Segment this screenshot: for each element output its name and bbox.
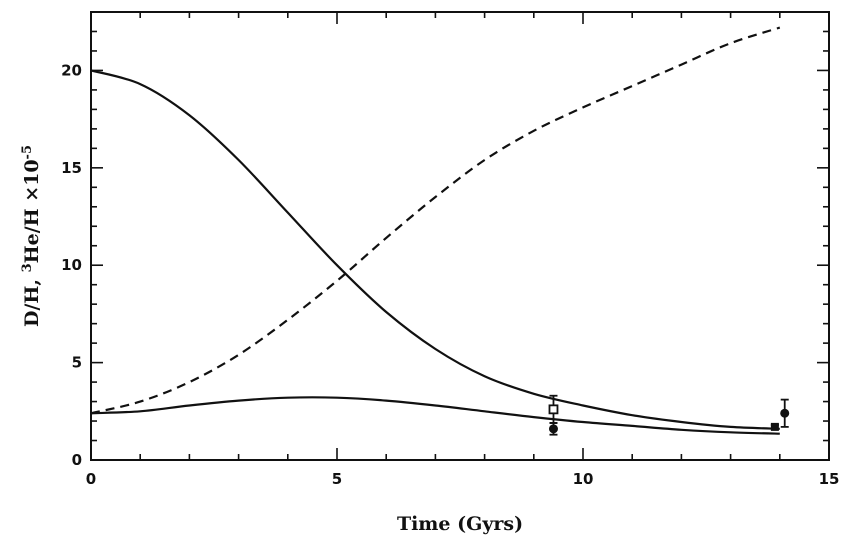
x-tick-label: 0 bbox=[86, 470, 96, 488]
marker-filled-square bbox=[770, 422, 779, 431]
y-tick-label: 5 bbox=[72, 354, 82, 372]
marker-filled-circle bbox=[780, 408, 790, 418]
series-line-1 bbox=[90, 69, 780, 430]
y-axis-label-part: He/H ×10 bbox=[21, 159, 43, 263]
marker-filled-circle bbox=[548, 424, 558, 434]
series-line-3 bbox=[90, 396, 780, 435]
tick-labels: 0 5 10 15 0 5 10 15 20 bbox=[61, 61, 839, 488]
marker-open-square bbox=[548, 404, 559, 415]
data-point bbox=[548, 422, 558, 436]
x-tick-label: 10 bbox=[573, 470, 594, 488]
series-layer bbox=[90, 26, 781, 435]
y-tick-label: 0 bbox=[72, 451, 82, 469]
axis-ticks bbox=[90, 11, 830, 461]
y-axis-label-superscript: -5 bbox=[20, 145, 35, 159]
data-point bbox=[780, 398, 790, 428]
plot-frame bbox=[90, 11, 830, 461]
y-axis-label-part: D/H, bbox=[21, 272, 43, 327]
y-tick-label: 10 bbox=[61, 256, 82, 274]
x-axis-label: Time (Gyrs) bbox=[397, 513, 523, 535]
x-tick-label: 5 bbox=[332, 470, 342, 488]
y-tick-label: 15 bbox=[61, 159, 82, 177]
data-points bbox=[548, 394, 790, 436]
y-tick-label: 20 bbox=[61, 61, 82, 79]
x-tick-label: 15 bbox=[819, 470, 840, 488]
data-point bbox=[770, 422, 779, 431]
series-line-2 bbox=[90, 26, 781, 415]
y-axis-label: D/H, 3He/H ×10-5 bbox=[20, 145, 43, 327]
y-axis-label-superscript: 3 bbox=[20, 263, 35, 272]
